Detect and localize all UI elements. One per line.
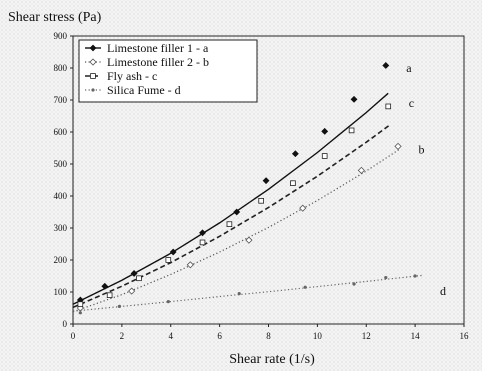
data-point-b (128, 287, 136, 295)
legend-marker-b (89, 58, 97, 66)
data-point-c (321, 153, 328, 159)
data-point-a (382, 62, 390, 69)
data-point-b (245, 236, 253, 244)
series-line-b (72, 148, 401, 313)
y-tick-label: 800 (54, 63, 68, 73)
legend-marker-c (90, 73, 96, 79)
legend-entry-d: Silica Fume - d (107, 83, 181, 97)
y-axis: 0 100 200 300 400 500 600 700 800 900 (54, 31, 73, 329)
data-point-b (299, 204, 307, 212)
x-tick-label: 8 (266, 331, 271, 341)
curve-label-c: c (409, 96, 414, 110)
y-tick-label: 400 (54, 191, 68, 201)
data-point-c (165, 257, 172, 263)
curve-labels: a b c d (406, 61, 446, 298)
data-point-a (101, 282, 109, 290)
data-point-a (262, 177, 270, 185)
series-d (72, 274, 423, 315)
curve-label-d: d (440, 284, 446, 298)
x-tick-label: 14 (411, 331, 421, 341)
y-tick-label: 500 (54, 159, 68, 169)
x-tick-label: 16 (460, 331, 470, 341)
data-point-d (117, 304, 122, 308)
x-tick-label: 0 (71, 331, 76, 341)
curve-label-b: b (418, 143, 424, 157)
x-axis: 0 2 4 6 8 10 12 14 16 (71, 324, 469, 341)
data-point-a (321, 127, 329, 135)
series-line-a (72, 92, 389, 305)
legend-box (78, 39, 258, 103)
data-point-a (291, 150, 299, 158)
y-tick-label: 600 (54, 127, 68, 137)
data-point-b (394, 142, 402, 150)
x-tick-label: 4 (169, 331, 174, 341)
series-c (72, 103, 392, 309)
data-point-d (237, 292, 241, 296)
data-point-a (350, 95, 358, 103)
series-b (72, 142, 402, 313)
y-axis-title: Shear stress (Pa) (8, 10, 102, 25)
series-line-d (72, 274, 423, 312)
legend-marker-a (89, 44, 97, 52)
legend-entry-b: Limestone filler 2 - b (107, 55, 209, 69)
data-point-c (226, 221, 233, 227)
series-line-c (72, 123, 392, 309)
data-point-b (357, 166, 365, 174)
data-point-d (166, 300, 170, 304)
y-tick-label: 300 (54, 223, 68, 233)
data-point-c (385, 103, 392, 110)
x-tick-label: 12 (362, 331, 371, 341)
data-point-a (199, 229, 206, 237)
series-layer (72, 62, 423, 315)
data-point-c (258, 197, 264, 204)
curve-label-a: a (406, 61, 412, 75)
data-point-a (130, 270, 138, 277)
x-axis-title: Shear rate (1/s) (229, 352, 315, 367)
y-tick-label: 900 (54, 31, 68, 41)
data-point-d (303, 285, 307, 289)
data-point-c (136, 275, 142, 282)
data-point-c (199, 239, 206, 246)
y-tick-label: 200 (54, 255, 68, 265)
data-point-a (169, 248, 177, 256)
y-tick-label: 100 (54, 287, 68, 297)
data-point-a (233, 208, 241, 216)
data-point-d (78, 311, 82, 315)
x-tick-label: 2 (120, 331, 125, 341)
data-point-c (290, 180, 296, 187)
data-point-c (77, 301, 84, 307)
data-point-d (384, 276, 388, 280)
data-point-c (348, 127, 355, 134)
legend-marker-d (91, 88, 95, 92)
x-tick-label: 10 (313, 331, 323, 341)
data-point-d (413, 274, 417, 278)
y-tick-label: 700 (54, 95, 68, 105)
data-point-c (106, 292, 113, 298)
data-point-b (186, 261, 194, 269)
y-tick-label: 0 (63, 319, 68, 329)
legend-entry-a: Limestone filler 1 - a (107, 41, 209, 55)
legend-entry-c: Fly ash - c (107, 69, 157, 83)
data-point-d (352, 282, 356, 286)
x-tick-label: 6 (217, 331, 222, 341)
